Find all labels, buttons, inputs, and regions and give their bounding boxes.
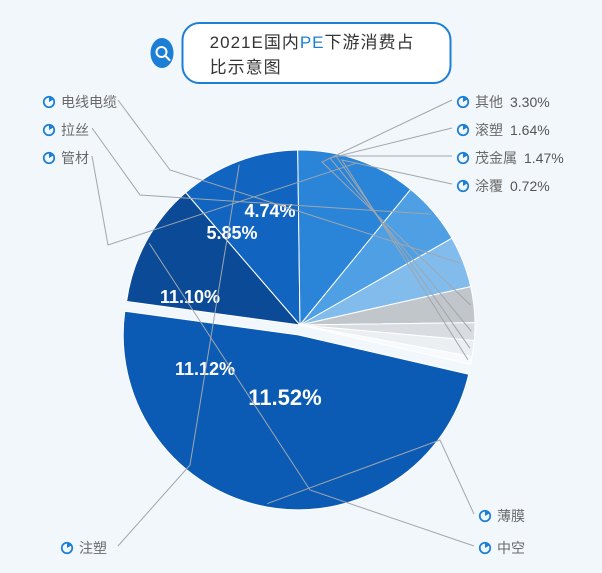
legend-label: 茂金属 — [475, 148, 517, 168]
legend-item: 薄膜 — [478, 506, 525, 526]
legend-label: 其他 — [475, 92, 503, 112]
pie-icon — [42, 95, 56, 109]
legend-item: 拉丝 — [42, 120, 89, 140]
legend-label: 拉丝 — [61, 120, 89, 140]
legend-percent: 3.30% — [510, 94, 550, 110]
legend-label: 薄膜 — [497, 506, 525, 526]
legend-item: 管材 — [42, 148, 89, 168]
legend-percent: 1.47% — [524, 150, 564, 166]
legend-percent: 0.72% — [510, 178, 550, 194]
legend-label: 电线电缆 — [61, 92, 117, 112]
pie-icon — [42, 123, 56, 137]
legend-item: 中空 — [478, 538, 525, 558]
legend-label: 注塑 — [79, 538, 107, 558]
legend-item: 茂金属 1.47% — [456, 148, 564, 168]
legend-percent: 1.64% — [510, 122, 550, 138]
legend-label: 涂覆 — [475, 176, 503, 196]
slice-label: 11.52% — [248, 385, 321, 410]
pie-chart: 48.54%11.52%11.12%11.10%5.85%4.74% — [0, 0, 602, 573]
legend-item: 滚塑 1.64% — [456, 120, 550, 140]
pie-icon — [60, 541, 74, 555]
pie-icon — [42, 151, 56, 165]
legend-label: 中空 — [497, 538, 525, 558]
legend-item: 其他 3.30% — [456, 92, 550, 112]
pie-icon — [456, 179, 470, 193]
slice-label: 5.85% — [206, 223, 257, 243]
legend-label: 滚塑 — [475, 120, 503, 140]
pie-icon — [478, 541, 492, 555]
slice-label: 11.10% — [160, 287, 220, 307]
pie-icon — [478, 509, 492, 523]
pie-icon — [456, 95, 470, 109]
legend-item: 涂覆 0.72% — [456, 176, 550, 196]
pie-icon — [456, 151, 470, 165]
pie-icon — [456, 123, 470, 137]
legend-item: 注塑 — [60, 538, 107, 558]
legend-label: 管材 — [61, 148, 89, 168]
legend-item: 电线电缆 — [42, 92, 117, 112]
